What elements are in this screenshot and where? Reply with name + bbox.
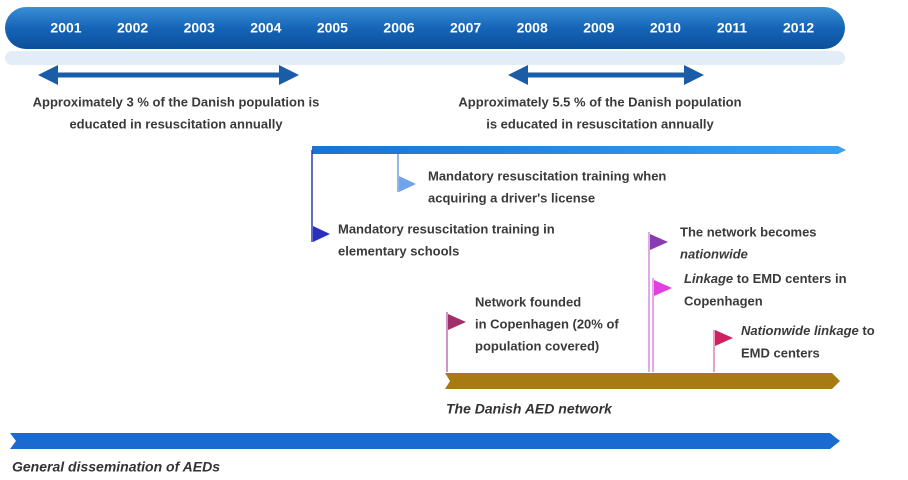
year-label: 2011 xyxy=(717,20,748,36)
event-text: The network becomes xyxy=(680,224,817,239)
year-bar xyxy=(5,7,845,49)
event-text: population covered) xyxy=(475,338,599,353)
year-label: 2012 xyxy=(783,20,814,36)
year-label: 2009 xyxy=(583,20,614,36)
event-text: Mandatory resuscitation training when xyxy=(428,168,666,183)
event-text-italic: Linkage xyxy=(684,271,733,286)
event-text-italic: Nationwide linkage xyxy=(741,323,859,338)
year-label: 2005 xyxy=(317,20,348,36)
years: 2001 2002 2003 2004 2005 2006 2007 2008 2009 2010… xyxy=(50,20,814,36)
year-label: 2010 xyxy=(650,20,681,36)
general-bar xyxy=(10,433,840,449)
flag xyxy=(448,314,466,330)
flag xyxy=(650,234,668,250)
year-label: 2008 xyxy=(517,20,548,36)
year-label: 2001 xyxy=(50,20,81,36)
general-label: General dissemination of AEDs xyxy=(12,459,220,475)
year-label: 2004 xyxy=(250,20,281,36)
event-text: acquiring a driver's license xyxy=(428,190,595,205)
event-text: in Copenhagen (20% of xyxy=(475,316,619,331)
event-text-rest: to xyxy=(859,323,875,338)
period-text: Approximately 5.5 % of the Danish popula… xyxy=(458,94,741,109)
flag xyxy=(313,226,330,242)
event-text: elementary schools xyxy=(338,243,459,258)
event-text: Linkage to EMD centers in xyxy=(684,271,847,286)
event-text: EMD centers xyxy=(741,345,820,360)
period-text: Approximately 3 % of the Danish populati… xyxy=(33,94,320,109)
event-text: Mandatory resuscitation training in xyxy=(338,221,555,236)
event-text: Network founded xyxy=(475,294,581,309)
period-text: is educated in resuscitation annually xyxy=(486,116,714,131)
year-label: 2003 xyxy=(184,20,215,36)
event-text-rest: to EMD centers in xyxy=(733,271,846,286)
event-text: Nationwide linkage to xyxy=(741,323,875,338)
aed-network-bar xyxy=(445,373,840,389)
flag xyxy=(399,176,416,192)
aed-network-label: The Danish AED network xyxy=(446,401,613,417)
flag xyxy=(715,330,733,346)
year-label: 2002 xyxy=(117,20,148,36)
event-text: Copenhagen xyxy=(684,293,763,308)
event-text: nationwide xyxy=(680,246,748,261)
training-bar xyxy=(312,146,846,154)
period-text: educated in resuscitation annually xyxy=(69,116,283,131)
flag xyxy=(654,280,672,296)
year-bar-reflection xyxy=(5,51,845,65)
year-label: 2006 xyxy=(383,20,414,36)
year-label: 2007 xyxy=(450,20,481,36)
